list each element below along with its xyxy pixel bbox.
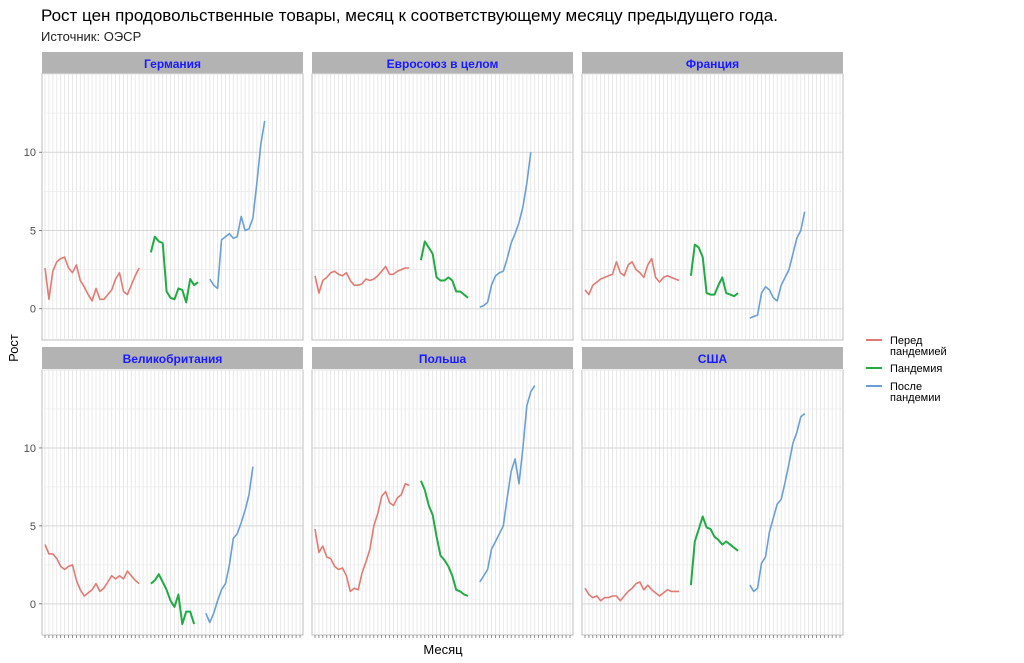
y-tick-label: 5 — [30, 521, 36, 533]
y-tick-label: 0 — [30, 599, 36, 611]
series-line-pre — [584, 257, 680, 296]
legend-label: пандемии — [890, 392, 941, 404]
facet-title: Евросоюз в целом — [387, 57, 499, 71]
facet-strip — [42, 347, 303, 369]
facet-title: Германия — [144, 57, 201, 71]
panel-background — [41, 369, 304, 636]
series-line-pre — [314, 265, 410, 294]
series-line-pand — [689, 515, 739, 586]
facet-panel: Великобритания — [41, 347, 304, 638]
series-line-pand — [689, 243, 739, 298]
series-line-pand — [149, 235, 199, 304]
series-line-pre — [44, 256, 140, 302]
facet-panel: Франция — [581, 52, 844, 341]
legend-item-pand: Пандемия — [866, 363, 942, 375]
facet-panel: Польша — [311, 347, 574, 638]
series-line-post — [479, 152, 532, 308]
series-line-pre — [314, 482, 410, 593]
y-tick-label: 5 — [30, 225, 36, 237]
facet-strip — [312, 52, 573, 74]
legend-label: После — [890, 381, 922, 393]
series-line-pand — [150, 573, 196, 626]
legend-label: Пандемия — [890, 363, 942, 375]
facet-title: Польша — [419, 352, 467, 366]
series-line-post — [749, 412, 806, 593]
facet-title: США — [698, 352, 728, 366]
panel-background — [581, 73, 844, 341]
panel-background — [311, 369, 574, 636]
panel-background — [41, 73, 304, 341]
series-line-pand — [419, 240, 469, 299]
series-line-pre — [584, 581, 680, 602]
y-tick-label: 10 — [24, 443, 36, 455]
facet-strip — [582, 52, 843, 74]
series-line-post — [205, 466, 254, 624]
facet-strip — [42, 52, 303, 74]
y-tick-label: 10 — [24, 147, 36, 159]
panel-background — [581, 369, 844, 636]
x-axis-title: Месяц — [423, 642, 463, 657]
facet-strip — [582, 347, 843, 369]
legend-label: Перед — [890, 335, 923, 347]
facet-panel: США — [581, 347, 844, 638]
facet-panel: Евросоюз в целом — [311, 52, 574, 341]
y-axis-title: Рост — [6, 334, 21, 362]
panel-background — [311, 73, 574, 341]
facet-strip — [312, 347, 573, 369]
y-axes-group: 0 5 10 0 5 10 — [24, 147, 42, 611]
chart-subtitle: Источник: ОЭСР — [41, 29, 142, 44]
series-line-pre — [44, 544, 140, 597]
series-line-pand — [419, 480, 469, 597]
series-line-post — [209, 120, 266, 290]
facet-title: Великобритания — [123, 352, 223, 366]
chart-title: Рост цен продовольственные товары, месяц… — [41, 6, 778, 25]
series-line-post — [479, 385, 536, 583]
y-tick-label: 0 — [30, 304, 36, 316]
legend-label: пандемией — [890, 346, 947, 358]
facet-title: Франция — [686, 57, 739, 71]
panels-group: Германия Евросоюз в целом Франция Великобри… — [41, 52, 844, 638]
facet-panel: Германия — [41, 52, 304, 341]
series-line-post — [749, 211, 806, 319]
